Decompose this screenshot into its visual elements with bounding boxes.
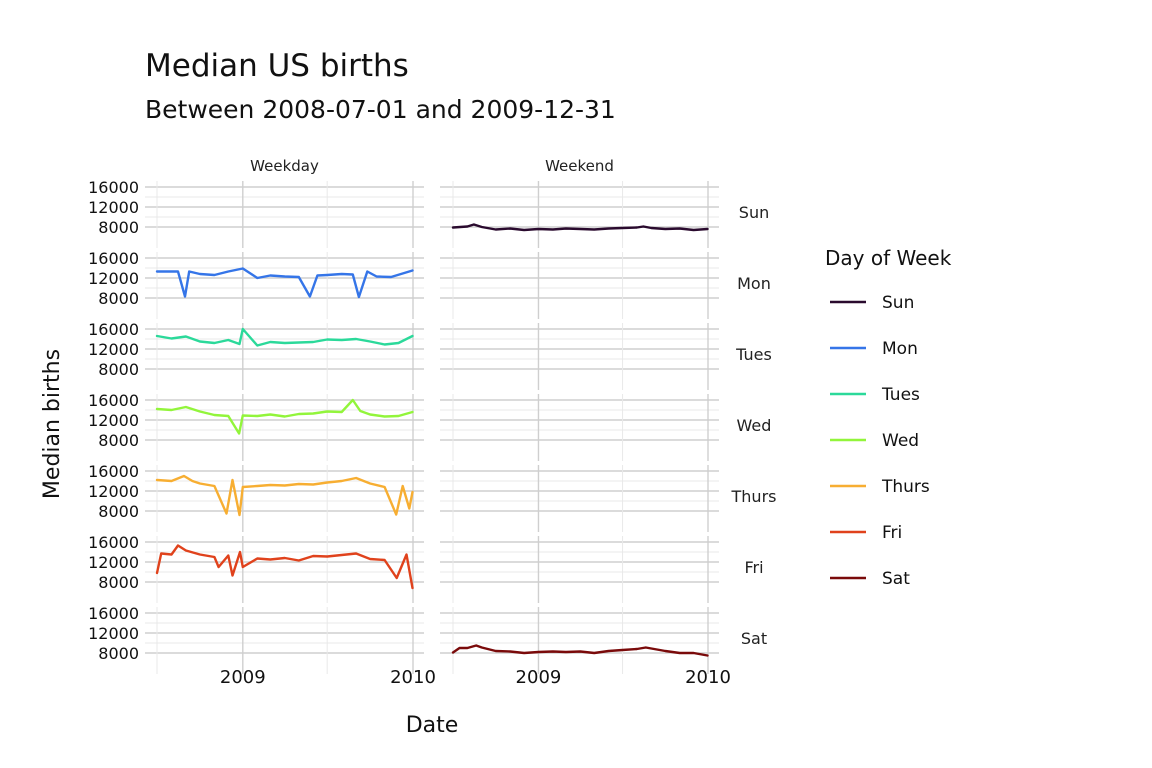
y-tick-label: 16000 [88, 249, 139, 268]
series-line-mon [155, 267, 414, 299]
panel-thurs-weekend [440, 465, 719, 532]
y-axis-title: Median births [40, 349, 65, 499]
panel-sun-weekday [145, 181, 424, 248]
y-tick-label: 16000 [88, 533, 139, 552]
legend: Day of Week Sun Mon Tues Wed Thurs Fri Sat [825, 246, 952, 589]
panel-sat-weekend [440, 607, 719, 674]
y-tick-label: 16000 [88, 391, 139, 410]
panel-wed-weekend [440, 394, 719, 461]
legend-label: Wed [882, 431, 919, 451]
legend-item-wed: Wed [830, 431, 919, 451]
series-line-tues [155, 327, 414, 347]
x-tick-label: 2009 [220, 667, 266, 688]
y-tick-label: 12000 [88, 340, 139, 359]
series-line-thurs [155, 474, 414, 517]
facet-strip-tues: Tues [735, 345, 772, 364]
series-line-sat [451, 644, 709, 657]
y-tick-label: 16000 [88, 604, 139, 623]
y-tick-label: 8000 [98, 644, 139, 663]
legend-label: Mon [882, 339, 918, 359]
x-tick-label: 2009 [516, 667, 562, 688]
legend-item-fri: Fri [830, 523, 902, 543]
legend-label: Tues [881, 385, 920, 405]
y-tick-label: 12000 [88, 269, 139, 288]
facet-panels: Weekday Weekend80001200016000Sun800012000… [88, 157, 776, 688]
y-tick-label: 8000 [98, 218, 139, 237]
x-axis-title: Date [406, 713, 459, 738]
facet-strip-mon: Mon [737, 274, 771, 293]
x-tick-label: 2010 [390, 667, 436, 688]
legend-item-tues: Tues [830, 385, 920, 405]
y-tick-label: 12000 [88, 198, 139, 217]
legend-label: Sat [882, 569, 910, 589]
facet-strip-weekday: Weekday [250, 157, 319, 175]
panel-fri-weekday [145, 536, 424, 603]
y-tick-label: 12000 [88, 553, 139, 572]
panel-wed-weekday [145, 394, 424, 461]
legend-title: Day of Week [825, 246, 952, 270]
series-line-wed [155, 398, 414, 435]
y-tick-label: 12000 [88, 411, 139, 430]
facet-strip-sat: Sat [741, 629, 767, 648]
panel-mon-weekday [145, 252, 424, 319]
panel-mon-weekend [440, 252, 719, 319]
facet-strip-fri: Fri [744, 558, 763, 577]
legend-item-sun: Sun [830, 293, 914, 313]
facet-strip-thurs: Thurs [731, 487, 777, 506]
y-tick-label: 8000 [98, 360, 139, 379]
legend-item-sat: Sat [830, 569, 910, 589]
y-tick-label: 16000 [88, 462, 139, 481]
panel-tues-weekend [440, 323, 719, 390]
y-tick-label: 8000 [98, 431, 139, 450]
y-tick-label: 16000 [88, 320, 139, 339]
panel-sun-weekend [440, 181, 719, 248]
y-tick-label: 12000 [88, 624, 139, 643]
y-tick-label: 8000 [98, 502, 139, 521]
panel-fri-weekend [440, 536, 719, 603]
x-tick-label: 2010 [685, 667, 731, 688]
facet-strip-weekend: Weekend [545, 157, 614, 175]
y-tick-label: 8000 [98, 289, 139, 308]
chart-subtitle: Between 2008-07-01 and 2009-12-31 [145, 95, 616, 124]
panel-sat-weekday [145, 607, 424, 674]
legend-label: Fri [882, 523, 902, 543]
chart-title: Median US births [145, 48, 409, 84]
legend-label: Thurs [881, 477, 930, 497]
y-tick-label: 16000 [88, 178, 139, 197]
y-tick-label: 8000 [98, 573, 139, 592]
y-tick-label: 12000 [88, 482, 139, 501]
facet-strip-wed: Wed [737, 416, 772, 435]
panel-thurs-weekday [145, 465, 424, 532]
series-line-sun [451, 223, 709, 232]
series-line-fri [155, 544, 414, 590]
legend-item-thurs: Thurs [830, 477, 930, 497]
panel-tues-weekday [145, 323, 424, 390]
legend-label: Sun [882, 293, 914, 313]
facet-strip-sun: Sun [739, 203, 769, 222]
legend-item-mon: Mon [830, 339, 918, 359]
